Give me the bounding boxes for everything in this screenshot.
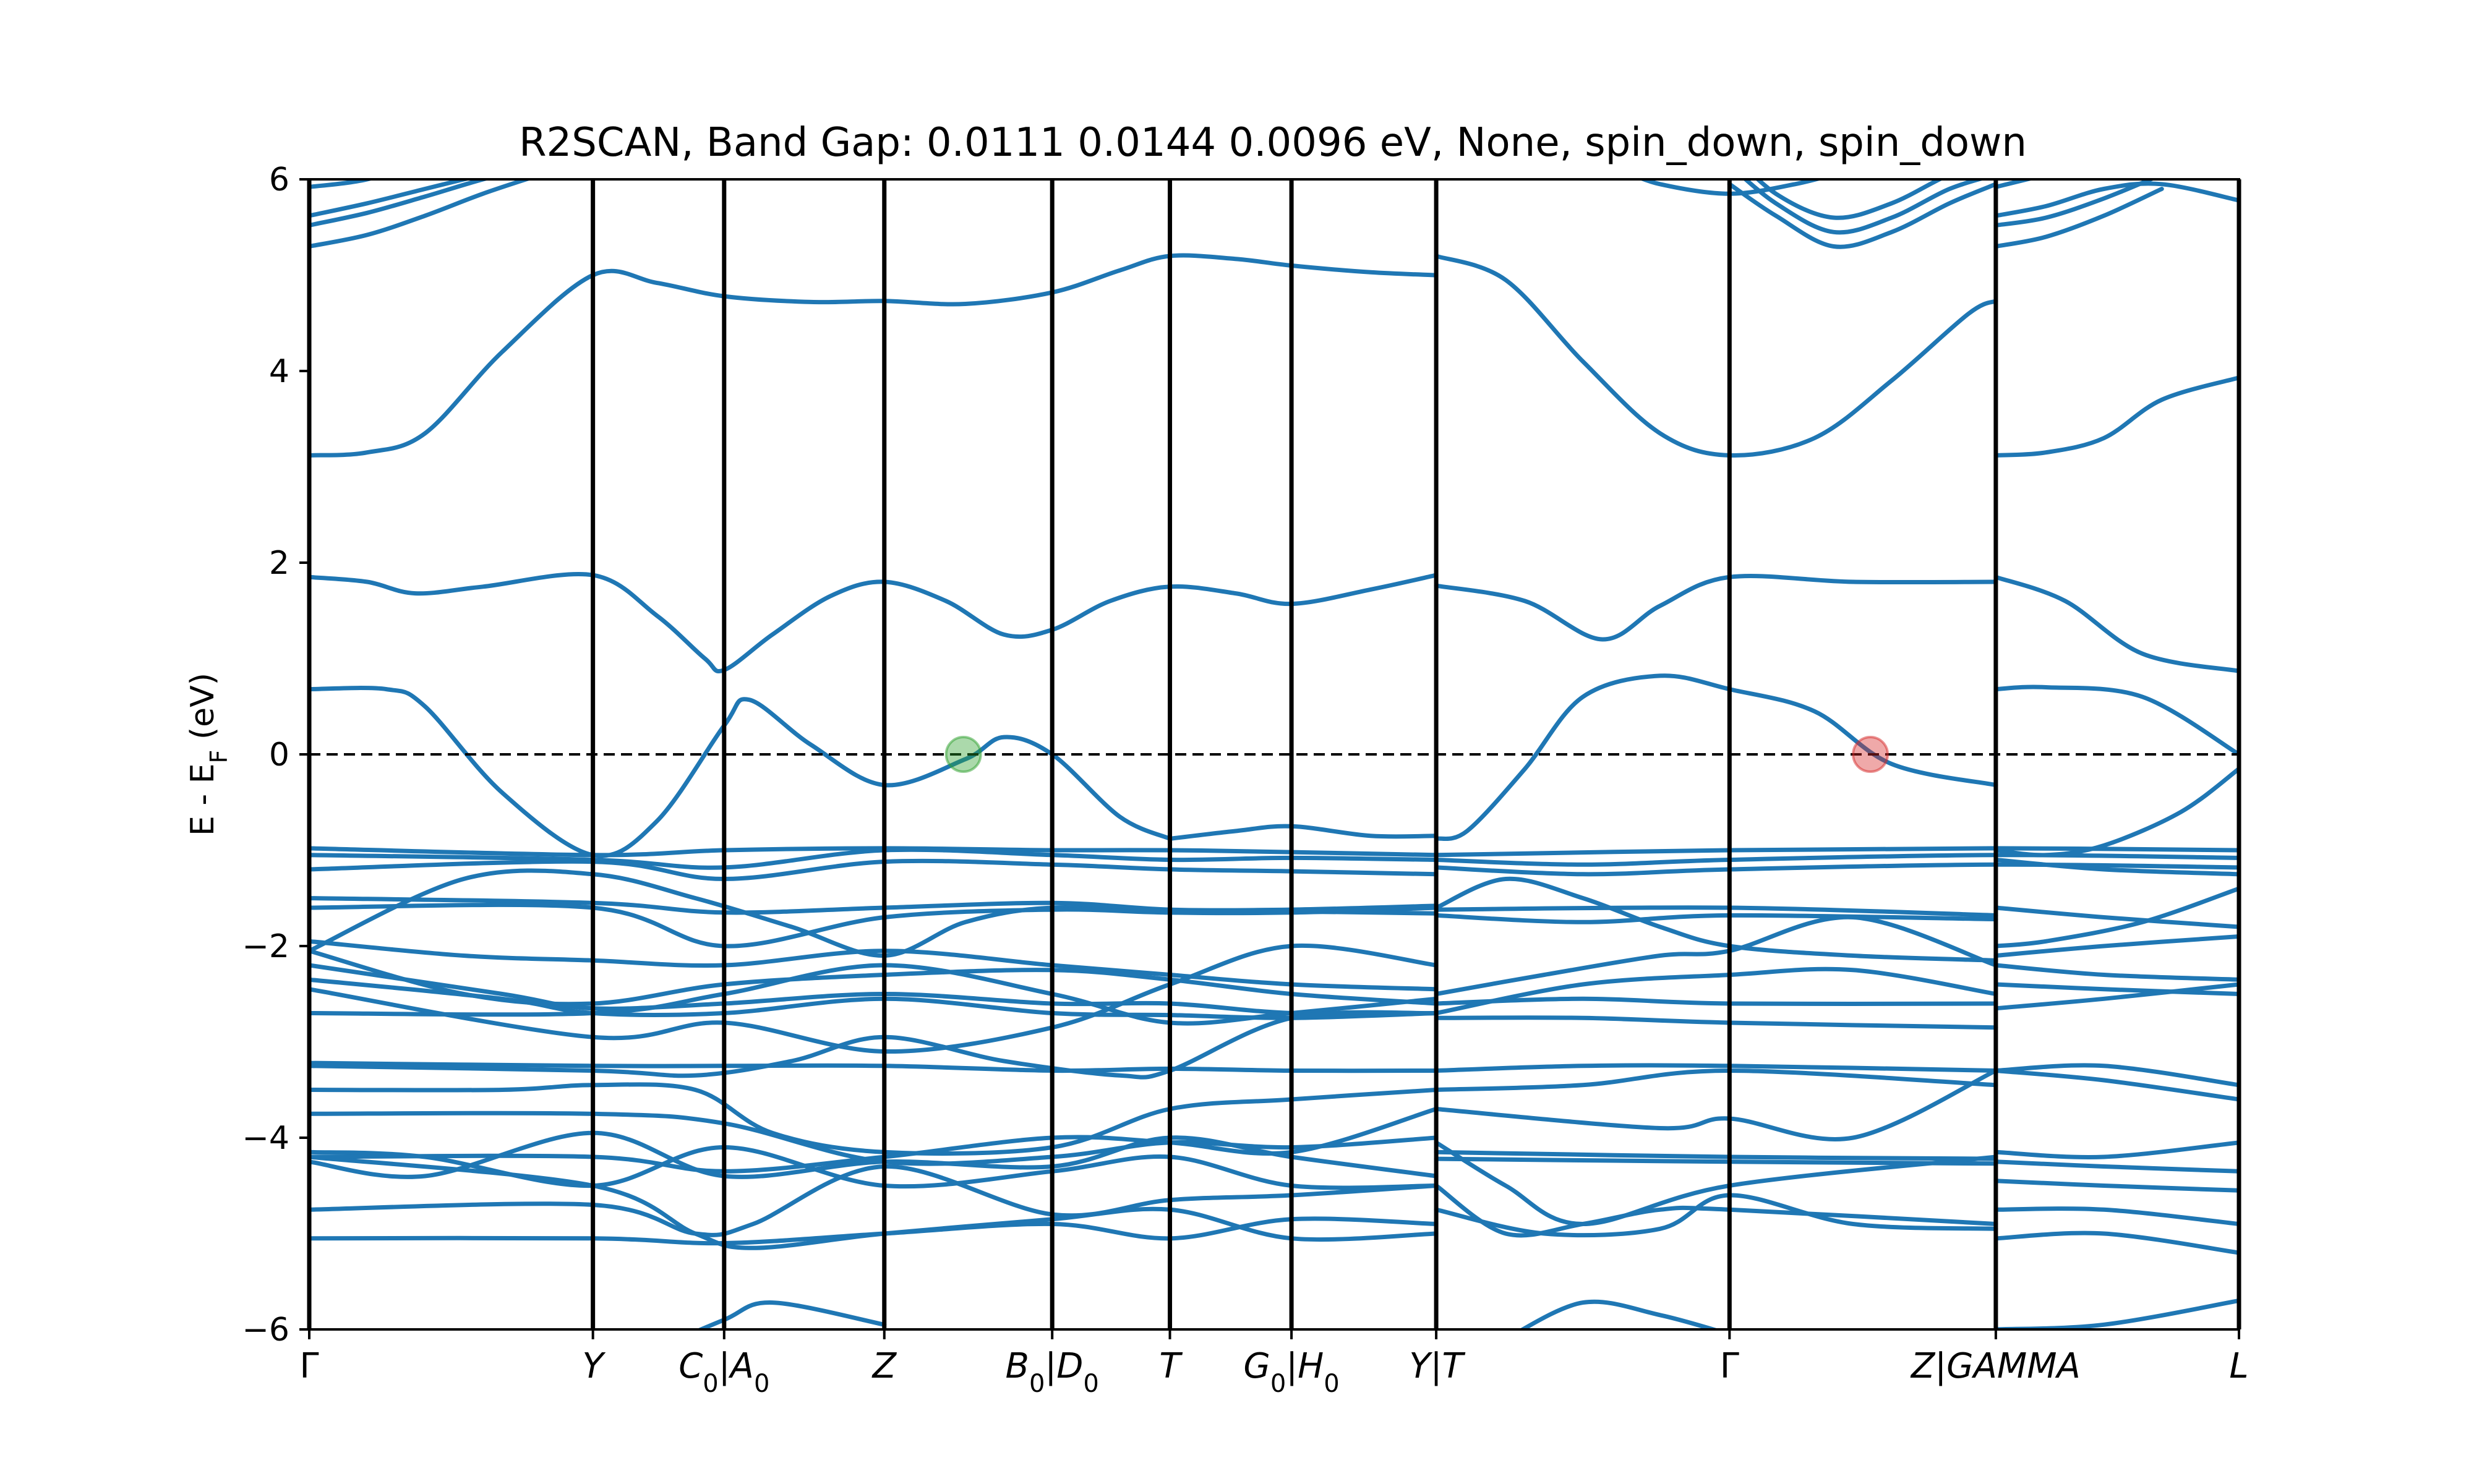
band-line-9 [1638, 179, 1825, 196]
band-line-74 [1993, 1140, 2239, 1159]
band-line-3 [309, 179, 533, 249]
band-line-15 [309, 571, 1439, 673]
y-axis-ticks: −6 −4 −2 0 2 4 6 [242, 161, 309, 1349]
band-line-48 [695, 1300, 887, 1329]
band-line-79 [1993, 1298, 2239, 1329]
band-line-71 [1993, 982, 2239, 1011]
bands-group [309, 179, 2239, 1329]
y-tick-label-5: 4 [269, 353, 289, 390]
cbm-marker [1852, 736, 1890, 773]
band-line-22 [1993, 766, 2239, 858]
y-axis-label-sub: F [205, 750, 233, 764]
y-tick-label-2: −2 [242, 928, 289, 965]
band-line-53 [1434, 966, 1998, 1015]
band-line-57 [1434, 1068, 1998, 1092]
band-line-36 [309, 963, 1439, 1026]
band-line-25 [309, 858, 1439, 881]
band-line-18 [309, 686, 1172, 858]
band-line-2 [309, 179, 492, 228]
band-line-13 [1993, 179, 2156, 228]
x-axis-ticks: Γ Y C0|A0 Z B0|D0 T G0|H0 Y|T Γ Z|GAMMA L [299, 1329, 2249, 1398]
band-line-31 [309, 902, 1439, 949]
band-line-5 [1434, 254, 1998, 458]
band-line-14 [1993, 187, 2164, 249]
band-line-63 [1434, 1193, 1998, 1238]
x-tick-label-9: Z|GAMMA [1910, 1346, 2081, 1386]
x-tick-label-8: Γ [1720, 1346, 1739, 1386]
band-line-27 [1434, 853, 2239, 867]
x-tick-label-0: Γ [299, 1346, 319, 1386]
markers-group [944, 736, 1890, 773]
band-line-17 [1993, 574, 2239, 673]
band-line-64 [1518, 1299, 1721, 1329]
band-line-66 [1993, 858, 2239, 877]
y-tick-label-4: 2 [269, 545, 289, 582]
x-tick-label-7: Y|T [1409, 1346, 1465, 1386]
band-line-70 [1993, 982, 2239, 996]
band-line-77 [1993, 1206, 2239, 1226]
band-line-40 [309, 1082, 1439, 1156]
band-line-52 [1434, 915, 1998, 996]
band-line-12 [1993, 181, 2239, 218]
band-line-56 [1434, 1063, 1998, 1073]
y-tick-label-0: −6 [242, 1311, 289, 1349]
band-line-4 [309, 253, 1439, 458]
band-line-10 [1993, 375, 2239, 458]
band-line-7 [1742, 179, 1987, 235]
y-axis-label-main: E - E [184, 763, 221, 836]
band-line-68 [1993, 934, 2239, 958]
band-line-54 [1434, 996, 1998, 1007]
band-line-20 [1434, 673, 1998, 842]
x-tick-label-4: B0|D0 [1006, 1346, 1099, 1398]
band-line-1 [309, 179, 473, 218]
band-line-21 [1993, 684, 2239, 757]
band-line-46 [309, 1216, 1439, 1246]
band-line-11 [1993, 179, 2036, 189]
band-line-78 [1993, 1230, 2239, 1255]
x-tick-label-6: G0|H0 [1243, 1346, 1339, 1398]
band-line-45 [309, 1164, 1439, 1237]
x-tick-label-10: L [2229, 1346, 2248, 1386]
y-tick-label-3: 0 [269, 736, 289, 774]
band-line-69 [1993, 963, 2239, 982]
band-line-62 [1434, 1183, 1998, 1238]
band-line-28 [1434, 862, 2239, 877]
y-axis-label-tail: (eV) [184, 673, 221, 750]
band-line-0 [309, 179, 375, 189]
vbm-marker [944, 736, 982, 773]
x-tick-label-3: Z [871, 1346, 897, 1386]
band-line-76 [1993, 1179, 2239, 1193]
band-line-67 [1993, 905, 2239, 929]
y-tick-label-1: −4 [242, 1120, 289, 1157]
band-line-26 [1434, 846, 2239, 858]
y-tick-label-6: 6 [269, 161, 289, 198]
band-line-39 [309, 1060, 1439, 1073]
band-line-55 [1434, 1015, 1998, 1030]
band-line-51 [1434, 913, 1998, 924]
band-line-49 [1434, 876, 1998, 963]
band-line-65 [1993, 886, 2239, 949]
band-line-19 [1168, 824, 1439, 841]
x-tick-label-5: T [1159, 1346, 1183, 1386]
band-line-72 [1993, 1063, 2239, 1088]
x-tick-label-1: Y [583, 1346, 606, 1386]
y-axis-label: E - EF (eV) [184, 673, 233, 836]
band-line-73 [1993, 1068, 2239, 1102]
band-line-16 [1434, 573, 1998, 642]
band-line-37 [309, 943, 1439, 1054]
band-line-8 [1727, 182, 1998, 249]
band-line-75 [1993, 1159, 2239, 1174]
x-tick-label-2: C0|A0 [678, 1346, 769, 1398]
chart-title: R2SCAN, Band Gap: 0.0111 0.0144 0.0096 e… [519, 120, 2027, 166]
